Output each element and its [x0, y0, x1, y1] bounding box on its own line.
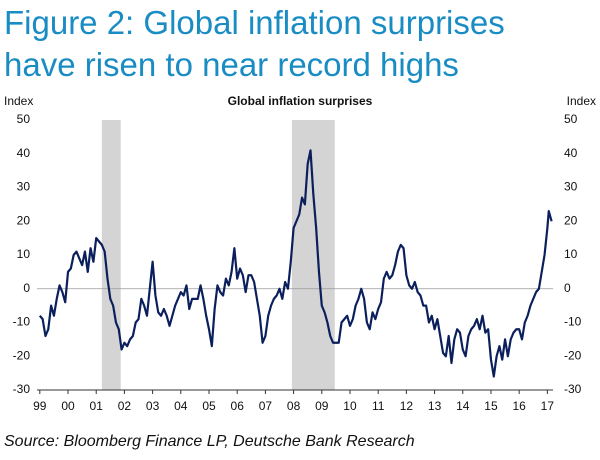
x-tick-label: 15 — [484, 399, 498, 413]
y-tick-label: -20 — [13, 348, 31, 362]
x-tick-label: 07 — [259, 399, 273, 413]
y-axis-label: Index — [4, 94, 33, 108]
y2-tick-label: 30 — [564, 180, 578, 194]
x-tick-label: 08 — [287, 399, 301, 413]
x-tick-label: 03 — [146, 399, 160, 413]
y2-tick-label: 50 — [564, 112, 578, 126]
y-tick-label: 40 — [17, 146, 31, 160]
x-tick-label: 00 — [61, 399, 75, 413]
x-tick-label: 17 — [541, 399, 555, 413]
x-tick-label: 02 — [118, 399, 132, 413]
y-tick-label: 10 — [17, 247, 31, 261]
y2-tick-label: -10 — [564, 315, 582, 329]
x-tick-label: 06 — [231, 399, 245, 413]
shaded-period — [291, 120, 335, 390]
x-tick-label: 99 — [33, 399, 47, 413]
y2-axis-label: Index — [567, 94, 596, 108]
x-tick-label: 13 — [428, 399, 442, 413]
y2-tick-label: 0 — [564, 281, 571, 295]
y-tick-label: 20 — [17, 213, 31, 227]
x-tick-label: 01 — [90, 399, 104, 413]
x-tick-label: 04 — [174, 399, 188, 413]
line-series — [38, 149, 553, 378]
x-tick-label: 10 — [343, 399, 357, 413]
y-tick-label: 0 — [23, 281, 30, 295]
y2-tick-label: 10 — [564, 247, 578, 261]
chart-title: Global inflation surprises — [228, 94, 373, 108]
source: Source: Bloomberg Finance LP, Deutsche B… — [4, 433, 415, 450]
y2-tick-label: -30 — [564, 382, 582, 396]
y-tick-label: 30 — [17, 180, 31, 194]
x-tick-label: 11 — [372, 399, 385, 413]
y2-tick-label: -20 — [564, 348, 582, 362]
y2-tick-label: 40 — [564, 146, 578, 160]
x-tick-label: 09 — [315, 399, 329, 413]
figure-title: Figure 2: Global inflation surprises — [4, 4, 505, 41]
figure-title: have risen to near record highs — [4, 46, 459, 83]
x-tick-label: 16 — [512, 399, 526, 413]
y-tick-label: -10 — [13, 315, 31, 329]
y-tick-label: -30 — [13, 382, 31, 396]
x-tick-label: 05 — [202, 399, 216, 413]
x-tick-label: 12 — [400, 399, 414, 413]
y-tick-label: 50 — [17, 112, 31, 126]
y2-tick-label: 20 — [564, 213, 578, 227]
x-tick-label: 14 — [456, 399, 470, 413]
